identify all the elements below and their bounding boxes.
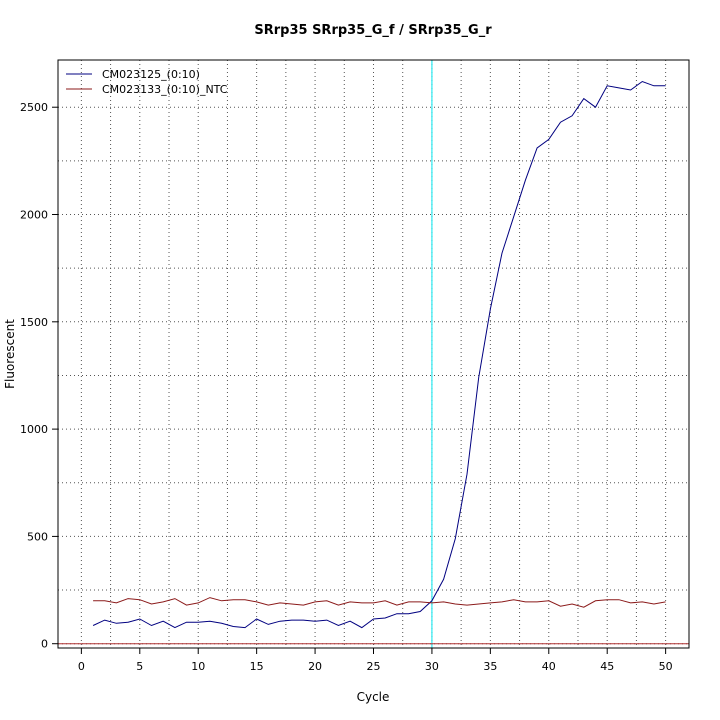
y-axis-label: Fluorescent xyxy=(3,319,17,389)
y-tick-label: 0 xyxy=(41,638,48,651)
y-axis: 0 500 1000 1500 2000 2500 xyxy=(20,101,58,651)
x-tick-label: 5 xyxy=(136,660,143,673)
x-tick-label: 10 xyxy=(191,660,205,673)
x-tick-label: 40 xyxy=(542,660,556,673)
y-tick-label: 1000 xyxy=(20,423,48,436)
y-tick-label: 2000 xyxy=(20,209,48,222)
grid-lines xyxy=(58,60,689,648)
legend-label-1: CM023125_(0:10) xyxy=(102,68,200,81)
legend-label-2: CM023133_(0:10)_NTC xyxy=(102,83,228,96)
x-tick-label: 0 xyxy=(78,660,85,673)
x-tick-label: 20 xyxy=(308,660,322,673)
series-line-1 xyxy=(92,80,666,629)
series-line-2 xyxy=(93,597,666,608)
series-lines xyxy=(92,80,666,629)
y-tick-label: 2500 xyxy=(20,101,48,114)
x-tick-label: 15 xyxy=(250,660,264,673)
y-tick-label: 500 xyxy=(27,530,48,543)
x-tick-label: 45 xyxy=(600,660,614,673)
x-tick-label: 50 xyxy=(659,660,673,673)
x-tick-label: 25 xyxy=(367,660,381,673)
legend: CM023125_(0:10) CM023133_(0:10)_NTC xyxy=(66,68,228,96)
reference-lines xyxy=(58,60,689,648)
chart-title: SRrp35 SRrp35_G_f / SRrp35_G_r xyxy=(254,23,492,38)
x-axis-label: Cycle xyxy=(357,690,390,704)
x-tick-label: 35 xyxy=(483,660,497,673)
y-tick-label: 1500 xyxy=(20,316,48,329)
x-axis: 0 5 10 15 20 25 30 35 40 45 50 xyxy=(78,648,673,673)
x-tick-label: 30 xyxy=(425,660,439,673)
